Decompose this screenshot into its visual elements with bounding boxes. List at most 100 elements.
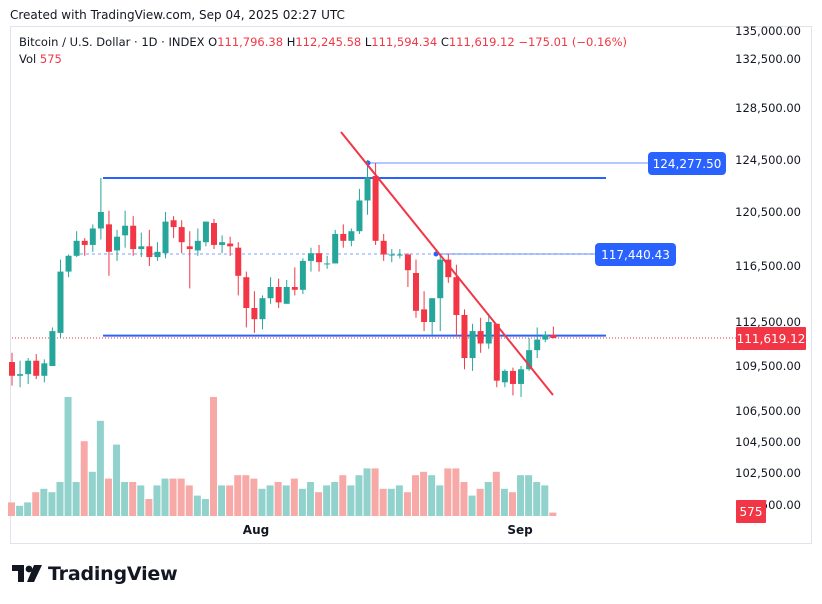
volume-bar: [24, 502, 32, 516]
volume-bar: [32, 492, 40, 516]
open-label: O: [208, 35, 218, 49]
candle-body: [97, 212, 104, 229]
y-tick-label: 109,500.00: [735, 359, 801, 373]
volume-bar: [315, 492, 323, 516]
candle-body: [461, 315, 468, 359]
candle-body: [291, 287, 298, 290]
volume-bar: [104, 478, 112, 516]
change-value: −175.01 (−0.16%): [518, 35, 628, 49]
candle-body: [437, 259, 444, 299]
candle-body: [122, 225, 129, 236]
y-tick-label: 135,000.00: [735, 24, 801, 38]
candle-body: [283, 287, 290, 304]
candle-body: [138, 246, 145, 250]
volume-bar: [484, 482, 492, 516]
candle-body: [550, 334, 557, 338]
volume-last-tag: 575: [740, 505, 763, 519]
volume-bar: [201, 499, 209, 516]
volume-bar: [210, 397, 217, 516]
candle-body: [526, 350, 533, 370]
candle-body: [388, 254, 395, 256]
candle-body: [453, 277, 460, 315]
candle-body: [243, 277, 250, 308]
volume-bar: [193, 495, 201, 516]
close-value: 111,619.12: [448, 35, 515, 49]
candle-body: [186, 246, 193, 250]
volume-bar: [161, 478, 169, 516]
candle-body: [178, 227, 185, 243]
candle-body: [170, 220, 177, 228]
volume-bar: [121, 482, 129, 516]
candle-body: [372, 176, 379, 241]
volume-bar: [250, 478, 258, 516]
vol-value: 575: [39, 52, 62, 66]
volume-bar: [153, 485, 161, 516]
candle-body: [364, 177, 371, 201]
volume-bar: [80, 441, 88, 516]
x-tick-label: Sep: [507, 523, 533, 537]
open-value: 111,796.38: [217, 35, 284, 49]
volume-bar: [452, 468, 460, 516]
candle-body: [332, 233, 339, 264]
volume-bar: [355, 475, 363, 516]
descending-trendline: [340, 131, 554, 396]
volume-bar: [242, 475, 250, 516]
low-label: L: [364, 35, 372, 49]
y-tick-label: 104,500.00: [735, 435, 801, 449]
candle-body: [259, 298, 266, 320]
volume-bar: [226, 485, 234, 516]
volume-bar: [420, 471, 428, 516]
x-tick-label: Aug: [243, 523, 269, 537]
volume-bar: [274, 482, 282, 516]
candle-body: [518, 369, 525, 384]
volume-bar: [412, 475, 419, 516]
candle-body: [114, 236, 121, 251]
candle-body: [89, 228, 96, 245]
volume-bar: [363, 468, 371, 516]
y-tick-label: 106,500.00: [735, 404, 801, 418]
volume-bar: [525, 475, 533, 516]
volume-bar: [177, 478, 185, 516]
y-tick-label: 120,500.00: [735, 205, 801, 219]
volume-bar: [500, 488, 508, 516]
ohlc-legend: Bitcoin / U.S. Dollar · 1D · INDEX O111,…: [19, 35, 627, 49]
y-tick-label: 128,500.00: [735, 101, 801, 115]
candle-body: [267, 287, 274, 299]
volume-bar: [387, 488, 395, 516]
candle-body: [421, 309, 428, 322]
volume-bar: [331, 482, 339, 516]
volume-bar: [347, 485, 355, 516]
y-tick-label: 132,500.00: [735, 52, 801, 66]
volume-bar: [218, 485, 226, 516]
volume-bar: [56, 482, 64, 516]
volume-bar: [444, 468, 452, 516]
candle-body: [493, 323, 500, 381]
volume-bar: [72, 482, 80, 516]
last-price-tag: 111,619.12: [737, 332, 806, 346]
y-tick-label: 116,500.00: [735, 259, 801, 273]
y-tick-label: 500.00: [761, 498, 801, 512]
candle-body: [105, 224, 112, 252]
candle-body: [275, 287, 282, 303]
volume-bar: [541, 485, 549, 516]
volume-bar: [137, 485, 145, 516]
candle-body: [227, 243, 234, 247]
y-tick-label: 112,500.00: [735, 315, 801, 329]
candle-body: [316, 253, 323, 263]
candle-body: [404, 254, 411, 271]
volume-bar: [533, 482, 541, 516]
volume-bar: [436, 485, 444, 516]
volume-bar: [298, 488, 306, 516]
volume-bar: [48, 492, 56, 516]
volume-bar: [508, 492, 516, 516]
tradingview-branding[interactable]: TradingView: [12, 563, 178, 585]
volume-bar: [379, 488, 387, 516]
candle-body: [9, 362, 15, 376]
brand-name: TradingView: [48, 563, 178, 585]
volume-bar: [339, 475, 347, 516]
created-with-caption: Created with TradingView.com, Sep 04, 20…: [10, 8, 345, 22]
candle-body: [469, 331, 476, 359]
volume-bar: [460, 482, 468, 516]
candle-body: [396, 254, 403, 256]
